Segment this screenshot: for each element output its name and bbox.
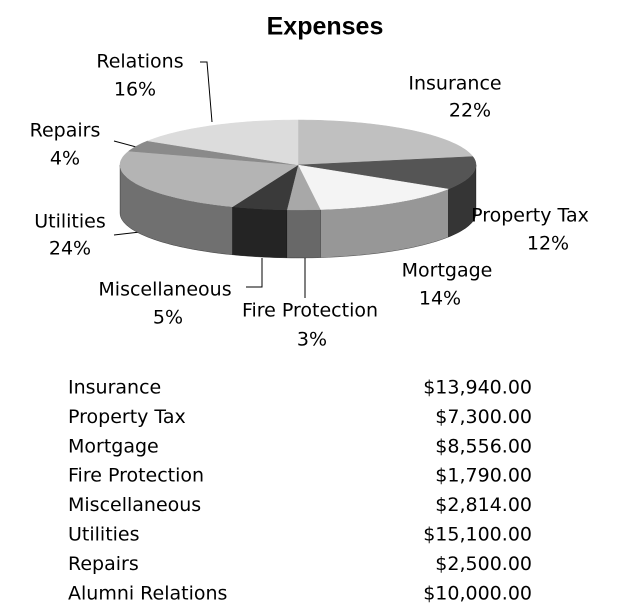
slice-label: Utilities (34, 211, 106, 233)
pie-slice (297, 119, 474, 166)
row-label: Mortgage (68, 435, 159, 457)
pie-slice (231, 164, 299, 211)
pie-slice (119, 150, 299, 208)
slice-label: Fire Protection (242, 300, 378, 322)
slice-label: Repairs (30, 120, 101, 142)
slice-value-label: 14% (419, 288, 461, 310)
pie-labels: Insurance 22% Property Tax 12% Mortgage 14% Fi… (30, 51, 589, 351)
row-label: Insurance (68, 377, 161, 399)
pie-side (286, 209, 321, 259)
slice-value-label: 3% (297, 329, 327, 351)
pie-slice (297, 156, 477, 190)
slice-value-label: 24% (49, 238, 91, 260)
row-amount: $15,100.00 (423, 524, 532, 546)
leader-line (200, 61, 213, 123)
pie-slice (128, 140, 299, 166)
pie (119, 119, 477, 259)
row-amount: $8,556.00 (435, 435, 532, 457)
pie-slice (297, 164, 450, 210)
slice-label: Insurance (408, 73, 501, 95)
slice-label: Miscellaneous (98, 279, 231, 301)
pie-slice (146, 119, 299, 166)
row-amount: $1,790.00 (435, 465, 532, 487)
slice-label: Property Tax (471, 205, 589, 227)
slice-label: Mortgage (402, 260, 493, 282)
pie-slice (286, 164, 321, 211)
leader-line (246, 258, 263, 288)
expense-table: Insurance $13,940.00 Property Tax $7,300.00… (68, 377, 532, 605)
leader-line (113, 231, 141, 236)
slice-value-label: 16% (114, 79, 156, 101)
row-amount: $13,940.00 (423, 377, 532, 399)
slice-value-label: 22% (449, 100, 491, 122)
row-label: Fire Protection (68, 465, 204, 487)
row-label: Alumni Relations (68, 582, 227, 604)
row-label: Utilities (68, 524, 140, 546)
row-amount: $7,300.00 (435, 406, 532, 428)
leader-lines (113, 61, 306, 298)
slice-value-label: 4% (50, 148, 80, 170)
pie-side (232, 206, 287, 259)
slice-value-label: 5% (153, 307, 183, 329)
row-label: Miscellaneous (68, 494, 201, 516)
chart-title: Expenses (267, 13, 384, 41)
row-amount: $2,814.00 (435, 494, 532, 516)
row-amount: $10,000.00 (423, 582, 532, 604)
slice-value-label: 12% (527, 233, 569, 255)
row-label: Property Tax (68, 406, 186, 428)
row-label: Repairs (68, 553, 139, 575)
row-amount: $2,500.00 (435, 553, 532, 575)
slice-label: Relations (96, 51, 183, 73)
